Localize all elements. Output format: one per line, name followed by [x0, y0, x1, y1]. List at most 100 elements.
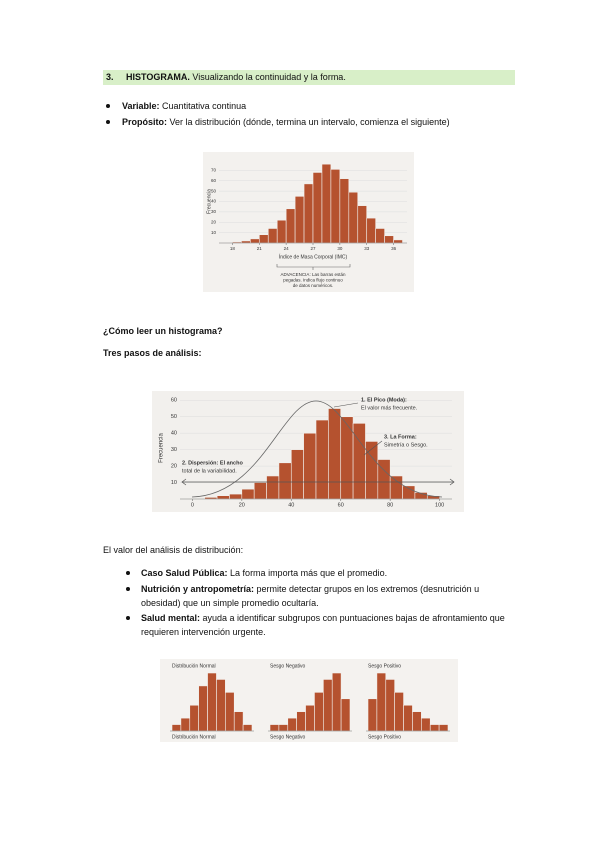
y-axis-label: Frecuencia: [206, 189, 212, 214]
y-tick-label: 60: [171, 398, 177, 404]
heading: 3. HISTOGRAMA. Visualizando la continuid…: [106, 71, 346, 83]
bar: [393, 239, 403, 244]
y-tick-label: 20: [171, 464, 177, 470]
bullet-body: ayuda a identificar subgrupos con puntua…: [141, 613, 505, 637]
x-tick-label: 21: [257, 246, 263, 251]
bar: [429, 724, 440, 732]
annotation: 1. El Pico (Moda):: [361, 397, 407, 403]
bullet-text: Caso Salud Pública: La forma importa más…: [141, 566, 511, 580]
annotation: 2. Dispersión: El ancho: [182, 460, 243, 466]
bar: [367, 698, 378, 732]
bar: [180, 717, 191, 732]
bar: [266, 475, 280, 500]
y-tick-label: 50: [211, 188, 217, 193]
bar: [348, 191, 359, 244]
x-tick-label: 60: [338, 502, 344, 508]
figure-distribution-shapes: Distribución Normal Distribución Normal Se…: [160, 659, 458, 742]
bar: [225, 692, 235, 732]
bar: [375, 228, 385, 244]
bar: [303, 432, 317, 500]
bar: [269, 724, 280, 732]
bullet-text: Salud mental: ayuda a identificar subgru…: [141, 611, 511, 639]
bar: [287, 717, 297, 732]
bar: [385, 679, 395, 732]
x-tick-label: 24: [284, 246, 290, 251]
bar: [267, 228, 278, 244]
annotation: Simetría o Sesgo.: [384, 442, 428, 448]
figure-histogram-imc: 10 20 30 40 50 60 70 18 21 24 27 30 33 36 Frecuencia Ín…: [203, 152, 414, 292]
bar: [312, 172, 323, 244]
y-tick-label: 40: [211, 199, 217, 204]
value-title: El valor del análisis de distribución:: [103, 544, 243, 556]
bar: [403, 704, 413, 732]
bar: [389, 475, 403, 500]
spread-arrow: [181, 478, 455, 486]
bar: [278, 724, 289, 732]
y-tick-label: 10: [211, 230, 217, 235]
heading-subtitle: Visualizando la continuidad y la forma.: [192, 72, 346, 82]
bullet: [126, 616, 130, 620]
figure-histogram-steps: 10 20 30 40 50 60 0 20 40 60 80 100 Frecuencia 1. El …: [152, 391, 464, 512]
heading-band: [103, 70, 515, 85]
bar: [207, 672, 217, 732]
bar: [323, 679, 333, 732]
x-tick-label: 30: [337, 246, 343, 251]
bullet-body: Cuantitativa continua: [162, 101, 247, 111]
panel-title: Sesgo Positivo: [368, 663, 401, 669]
steps-title-text: Tres pasos de análisis:: [103, 348, 202, 358]
x-tick-label: 80: [387, 502, 393, 508]
bar: [421, 717, 431, 732]
bar: [229, 493, 243, 500]
bar: [314, 692, 324, 732]
bar: [241, 240, 251, 244]
x-tick-label: 0: [191, 502, 194, 508]
bracket: [276, 264, 351, 270]
y-tick-label: 60: [211, 178, 217, 183]
bar: [315, 419, 329, 500]
bullet: [126, 571, 130, 575]
bullet-label: Salud mental:: [141, 613, 201, 623]
annotation: total de la variabilidad.: [182, 468, 237, 474]
y-tick-label: 40: [171, 431, 177, 437]
bar: [339, 178, 350, 244]
x-tick-label: 20: [239, 502, 245, 508]
bar: [303, 183, 314, 244]
bullet-label: Variable:: [122, 101, 160, 111]
y-tick-label: 30: [171, 447, 177, 453]
panel-caption: Distribución Normal: [172, 734, 216, 740]
y-tick-label: 30: [211, 209, 217, 214]
x-axis-label: Índice de Masa Corporal (IMC): [279, 253, 348, 260]
bullet: [106, 120, 110, 124]
y-tick-label: 70: [211, 168, 217, 173]
bar: [402, 485, 416, 500]
x-tick-label: 33: [364, 246, 370, 251]
bar: [171, 724, 182, 732]
bar: [384, 235, 394, 244]
bar: [241, 488, 255, 500]
bar: [305, 704, 315, 732]
bar: [330, 169, 341, 244]
bar: [258, 234, 269, 244]
heading-number: 3.: [106, 72, 114, 82]
note-line: pegadas. Indica flujo continuo: [283, 278, 343, 283]
bar: [242, 724, 253, 732]
bar: [340, 698, 351, 732]
bullet-body: La forma importa más que el promedio.: [230, 568, 388, 578]
panel-title: Sesgo Negativo: [270, 663, 306, 669]
pointer: [333, 402, 359, 408]
bar: [276, 219, 287, 244]
bullet-body: Ver la distribución (dónde, termina un i…: [169, 117, 450, 127]
note-line: de datos numéricos.: [293, 283, 334, 288]
panel-caption: Sesgo Negativo: [270, 734, 306, 740]
bar: [376, 672, 387, 732]
x-tick-label: 36: [391, 246, 397, 251]
bar: [365, 441, 379, 500]
bar: [366, 217, 376, 244]
bar: [189, 704, 199, 732]
bar: [216, 495, 230, 500]
pointer: [363, 440, 383, 456]
bullet-label: Propósito:: [122, 117, 167, 127]
y-tick-label: 20: [211, 219, 217, 224]
normal-curve: [191, 400, 443, 498]
